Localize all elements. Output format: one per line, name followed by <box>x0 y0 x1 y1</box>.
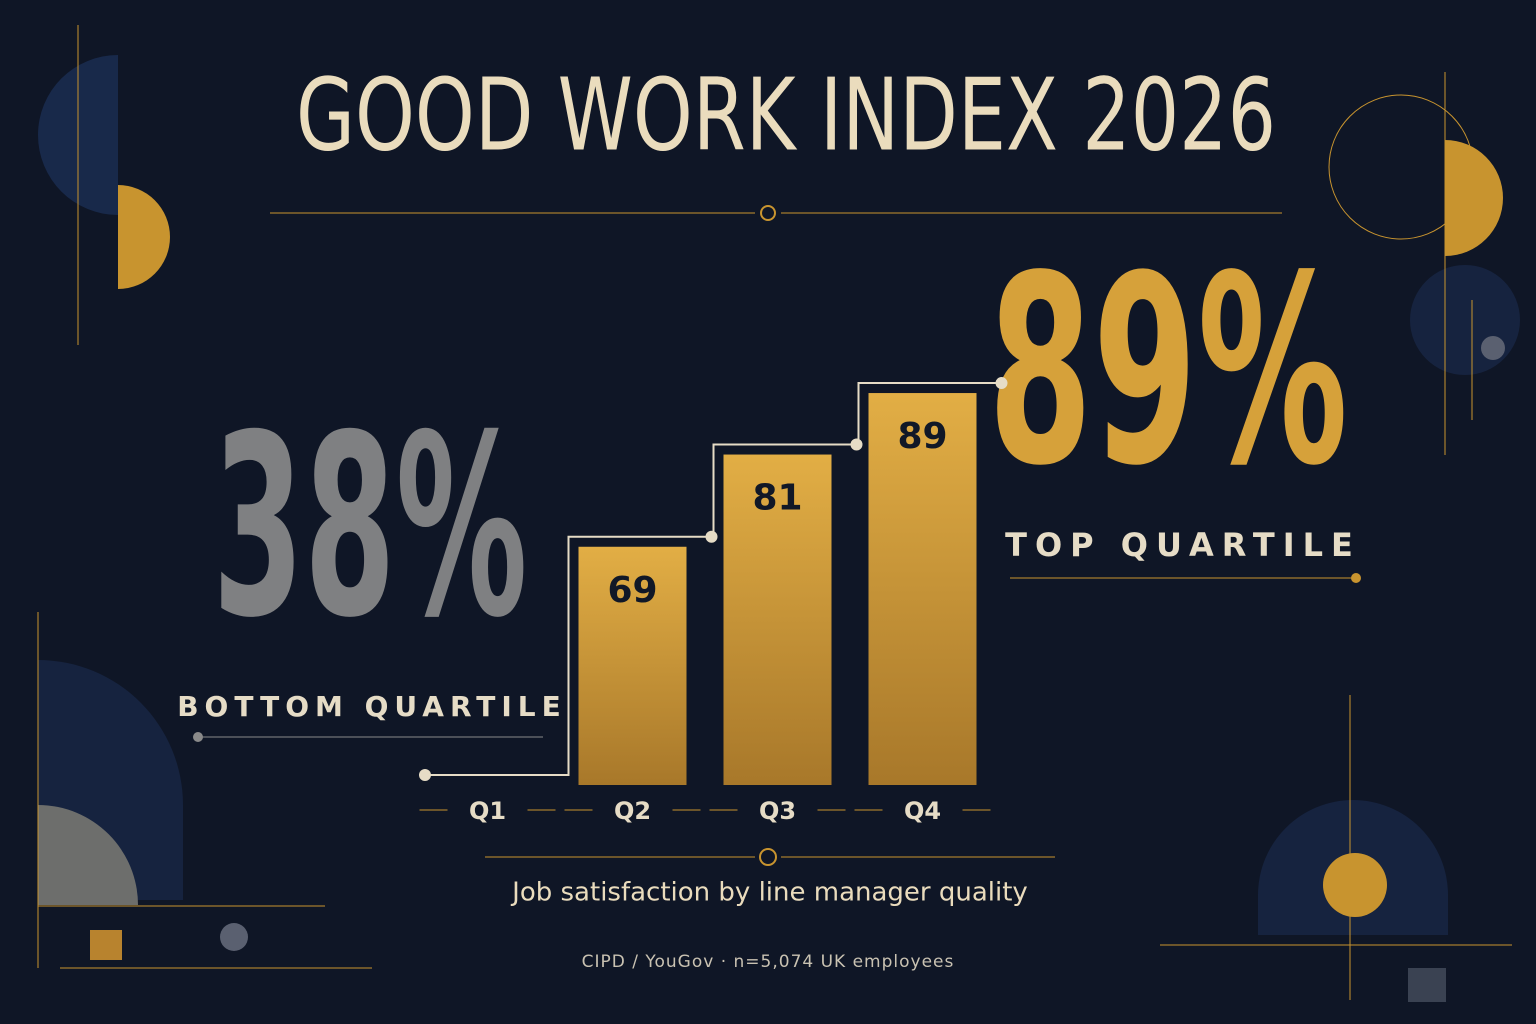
bar <box>723 454 832 785</box>
bottom-callout-value: 38% <box>213 381 528 672</box>
subtitle: Job satisfaction by line manager quality <box>510 878 1028 908</box>
x-tick-label: Q4 <box>904 797 941 825</box>
bar-value-label: 81 <box>752 478 802 519</box>
top-callout-value: 89% <box>988 221 1348 523</box>
bottom-callout-label: BOTTOM QUARTILE <box>177 690 567 723</box>
step-dot <box>705 530 718 543</box>
x-tick-label: Q2 <box>614 797 651 825</box>
step-dot <box>850 438 863 451</box>
chart-title: GOOD WORK INDEX 2026 <box>296 56 1276 173</box>
x-tick-label: Q1 <box>469 797 506 825</box>
bar <box>578 546 687 785</box>
step-dot <box>419 769 431 781</box>
source: CIPD / YouGov · n=5,074 UK employees <box>582 952 955 972</box>
bar-value-label: 89 <box>897 416 947 457</box>
top-callout-label: TOP QUARTILE <box>1005 526 1361 564</box>
x-tick-label: Q3 <box>759 797 796 825</box>
bar-value-label: 69 <box>607 570 657 611</box>
bar <box>868 393 977 785</box>
decoration <box>37 25 1520 1002</box>
step-dot <box>995 377 1008 390</box>
